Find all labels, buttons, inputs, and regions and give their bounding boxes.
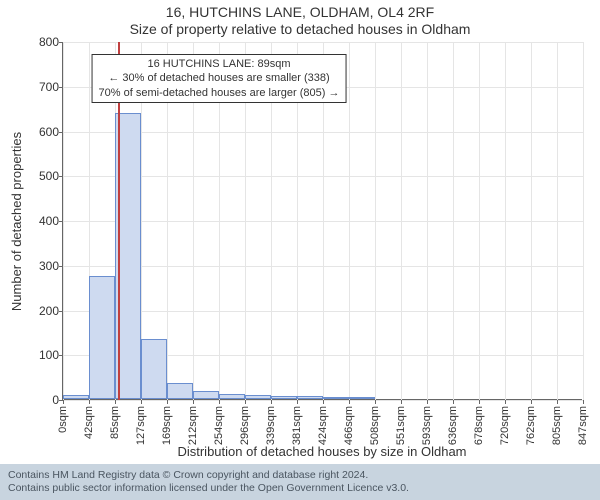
ytick-label: 0 [23,393,59,407]
xtick-mark [453,400,454,404]
xtick-label: 593sqm [421,406,433,445]
xtick-mark [557,400,558,404]
xtick-mark [297,400,298,404]
xtick-mark [479,400,480,404]
xtick-mark [271,400,272,404]
page-subtitle: Size of property relative to detached ho… [0,21,600,38]
xtick-mark [349,400,350,404]
gridline-v [401,42,402,400]
xtick-mark [89,400,90,404]
gridline-v [583,42,584,400]
x-axis-label: Distribution of detached houses by size … [62,444,582,459]
gridline-v [63,42,64,400]
xtick-mark [375,400,376,404]
xtick-mark [531,400,532,404]
gridline-v [479,42,480,400]
xtick-mark [63,400,64,404]
annotation-box: 16 HUTCHINS LANE: 89sqm← 30% of detached… [92,54,347,103]
xtick-label: 678sqm [473,406,485,445]
xtick-label: 381sqm [291,406,303,445]
xtick-mark [401,400,402,404]
xtick-label: 0sqm [57,406,69,433]
gridline-v [505,42,506,400]
page-title: 16, HUTCHINS LANE, OLDHAM, OL4 2RF [0,0,600,21]
histogram-bar [63,395,89,399]
annotation-line: 70% of semi-detached houses are larger (… [99,86,340,100]
xtick-label: 551sqm [395,406,407,445]
xtick-mark [323,400,324,404]
ytick-label: 800 [23,35,59,49]
xtick-label: 169sqm [161,406,173,445]
footer-line-1: Contains HM Land Registry data © Crown c… [8,469,592,482]
xtick-label: 85sqm [109,406,121,439]
gridline-v [557,42,558,400]
histogram-bar [245,395,271,399]
ytick-label: 400 [23,214,59,228]
xtick-label: 720sqm [499,406,511,445]
xtick-mark [193,400,194,404]
gridline-v [349,42,350,400]
xtick-mark [245,400,246,404]
ytick-label: 700 [23,80,59,94]
ytick-label: 600 [23,125,59,139]
xtick-label: 42sqm [83,406,95,439]
xtick-mark [141,400,142,404]
footer-line-2: Contains public sector information licen… [8,482,592,495]
figure-container: 16, HUTCHINS LANE, OLDHAM, OL4 2RF Size … [0,0,600,500]
xtick-mark [115,400,116,404]
xtick-label: 636sqm [447,406,459,445]
histogram-bar [89,276,115,399]
xtick-label: 805sqm [551,406,563,445]
annotation-line: 16 HUTCHINS LANE: 89sqm [99,57,340,71]
xtick-mark [505,400,506,404]
gridline-v [427,42,428,400]
gridline-v [531,42,532,400]
plot-region: 01002003004005006007008000sqm42sqm85sqm1… [62,42,582,400]
ytick-label: 500 [23,169,59,183]
chart-area: 01002003004005006007008000sqm42sqm85sqm1… [62,42,582,400]
ytick-label: 200 [23,304,59,318]
xtick-mark [427,400,428,404]
footer: Contains HM Land Registry data © Crown c… [0,464,600,500]
histogram-bar [323,397,349,399]
histogram-bar [271,396,297,399]
histogram-bar [141,339,167,399]
histogram-bar [297,396,323,399]
xtick-label: 296sqm [239,406,251,445]
histogram-bar [349,397,375,399]
xtick-label: 466sqm [343,406,355,445]
xtick-label: 127sqm [135,406,147,445]
xtick-mark [167,400,168,404]
xtick-label: 847sqm [577,406,589,445]
xtick-mark [219,400,220,404]
xtick-label: 212sqm [187,406,199,445]
gridline-v [453,42,454,400]
histogram-bar [219,394,245,399]
xtick-label: 424sqm [317,406,329,445]
gridline-v [375,42,376,400]
ytick-label: 100 [23,348,59,362]
xtick-label: 339sqm [265,406,277,445]
xtick-label: 762sqm [525,406,537,445]
xtick-mark [583,400,584,404]
annotation-line: ← 30% of detached houses are smaller (33… [99,71,340,85]
xtick-label: 254sqm [213,406,225,445]
histogram-bar [167,383,193,399]
xtick-label: 508sqm [369,406,381,445]
ytick-label: 300 [23,259,59,273]
histogram-bar [193,391,219,399]
